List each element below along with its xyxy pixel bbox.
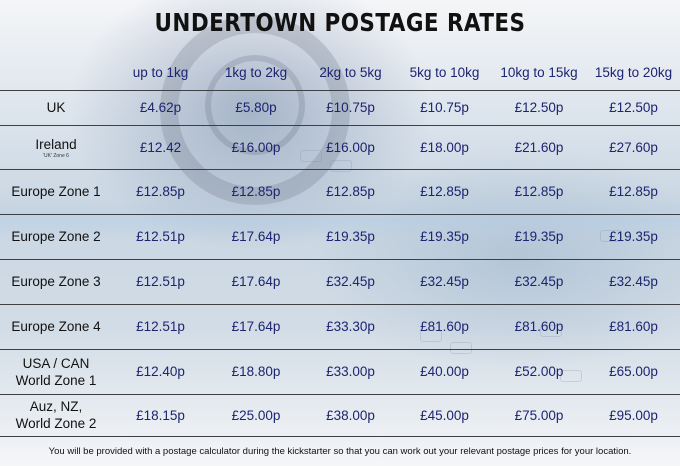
table-row: Europe Zone 4 £12.51p £17.64p £33.30p £8…: [0, 303, 680, 349]
zone-label: Auz, NZ,: [29, 399, 83, 414]
zone-label: USA / CAN: [22, 355, 90, 371]
column-header: 5kg to 10kg: [409, 65, 480, 81]
price-cell: £17.64p: [209, 303, 303, 349]
table-row: Auz, NZ, World Zone 2 £18.15p £25.00p £38…: [0, 393, 680, 437]
price-cell: £4.62p: [112, 89, 209, 125]
price-cell: £65.00p: [587, 348, 680, 394]
column-header: 1kg to 2kg: [224, 65, 288, 81]
price-cell: £19.35p: [303, 213, 398, 259]
zone-label: Ireland: [35, 136, 77, 152]
zone-cell: Ireland 'UK' Zone 6: [0, 124, 112, 169]
price-cell: £12.85p: [587, 168, 680, 214]
price-cell: £45.00p: [398, 393, 491, 437]
price-cell: £25.00p: [209, 393, 303, 437]
price-cell: £18.00p: [398, 124, 491, 169]
price-cell: £18.15p: [112, 393, 209, 437]
price-cell: £32.45p: [587, 258, 680, 304]
zone-label: Europe Zone 3: [11, 274, 101, 289]
price-cell: £21.60p: [491, 124, 587, 169]
price-cell: £19.35p: [587, 213, 680, 259]
zone-label: Europe Zone 4: [11, 319, 101, 334]
price-cell: £10.75p: [303, 89, 398, 125]
price-cell: £12.50p: [491, 89, 587, 125]
price-cell: £12.85p: [112, 168, 209, 214]
zone-label: UK: [46, 100, 66, 115]
price-cell: £40.00p: [398, 348, 491, 394]
zone-cell: USA / CAN World Zone 1: [0, 348, 112, 394]
table-row: Europe Zone 1 £12.85p £12.85p £12.85p £1…: [0, 168, 680, 214]
table-row: Europe Zone 3 £12.51p £17.64p £32.45p £3…: [0, 258, 680, 304]
price-cell: £32.45p: [303, 258, 398, 304]
price-cell: £38.00p: [303, 393, 398, 437]
price-cell: £81.60p: [398, 303, 491, 349]
zone-cell: Auz, NZ, World Zone 2: [0, 393, 112, 437]
zone-cell: Europe Zone 1: [0, 168, 112, 214]
price-cell: £17.64p: [209, 213, 303, 259]
column-header: up to 1kg: [132, 65, 189, 81]
postage-footnote: You will be provided with a postage calc…: [48, 446, 632, 457]
zone-label-line2: World Zone 2: [15, 416, 97, 431]
column-header: 15kg to 20kg: [594, 65, 673, 81]
price-cell: £12.51p: [112, 258, 209, 304]
price-cell: £12.51p: [112, 213, 209, 259]
price-cell: £19.35p: [398, 213, 491, 259]
price-cell: £18.80p: [209, 348, 303, 394]
price-cell: £33.30p: [303, 303, 398, 349]
price-cell: £12.85p: [303, 168, 398, 214]
price-cell: £19.35p: [491, 213, 587, 259]
price-cell: £95.00p: [587, 393, 680, 437]
table-row: Europe Zone 2 £12.51p £17.64p £19.35p £1…: [0, 213, 680, 259]
column-header: 2kg to 5kg: [319, 65, 382, 81]
price-cell: £10.75p: [398, 89, 491, 125]
zone-label: Europe Zone 2: [11, 229, 101, 244]
price-cell: £16.00p: [303, 124, 398, 169]
price-cell: £32.45p: [491, 258, 587, 304]
zone-cell: Europe Zone 4: [0, 303, 112, 349]
price-cell: £33.00p: [303, 348, 398, 394]
price-cell: £27.60p: [587, 124, 680, 169]
price-cell: £12.50p: [587, 89, 680, 125]
price-cell: £12.40p: [112, 348, 209, 394]
zone-label: Europe Zone 1: [11, 184, 101, 199]
price-cell: £32.45p: [398, 258, 491, 304]
price-cell: £52.00p: [491, 348, 587, 394]
table-row: Ireland 'UK' Zone 6 £12.42 £16.00p £16.00…: [0, 124, 680, 169]
price-cell: £16.00p: [209, 124, 303, 169]
price-cell: £12.42: [112, 124, 209, 169]
price-cell: £81.60p: [491, 303, 587, 349]
column-header: 10kg to 15kg: [500, 65, 578, 81]
postage-rates-table: up to 1kg 1kg to 2kg 2kg to 5kg 5kg to 1…: [0, 56, 680, 437]
price-cell: £12.51p: [112, 303, 209, 349]
zone-note: 'UK' Zone 6: [43, 152, 69, 159]
page-title: UNDERTOWN POSTAGE RATES: [154, 8, 526, 37]
price-cell: £75.00p: [491, 393, 587, 437]
zone-label-line2: World Zone 1: [15, 372, 97, 388]
zone-cell: Europe Zone 2: [0, 213, 112, 259]
price-cell: £12.85p: [209, 168, 303, 214]
price-cell: £5.80p: [209, 89, 303, 125]
zone-cell: UK: [0, 89, 112, 125]
price-cell: £17.64p: [209, 258, 303, 304]
price-cell: £81.60p: [587, 303, 680, 349]
corner-cell: [0, 56, 112, 90]
price-cell: £12.85p: [398, 168, 491, 214]
zone-cell: Europe Zone 3: [0, 258, 112, 304]
header-row: up to 1kg 1kg to 2kg 2kg to 5kg 5kg to 1…: [0, 56, 680, 90]
price-cell: £12.85p: [491, 168, 587, 214]
table-row: UK £4.62p £5.80p £10.75p £10.75p £12.50p…: [0, 89, 680, 125]
table-row: USA / CAN World Zone 1 £12.40p £18.80p £3…: [0, 348, 680, 394]
